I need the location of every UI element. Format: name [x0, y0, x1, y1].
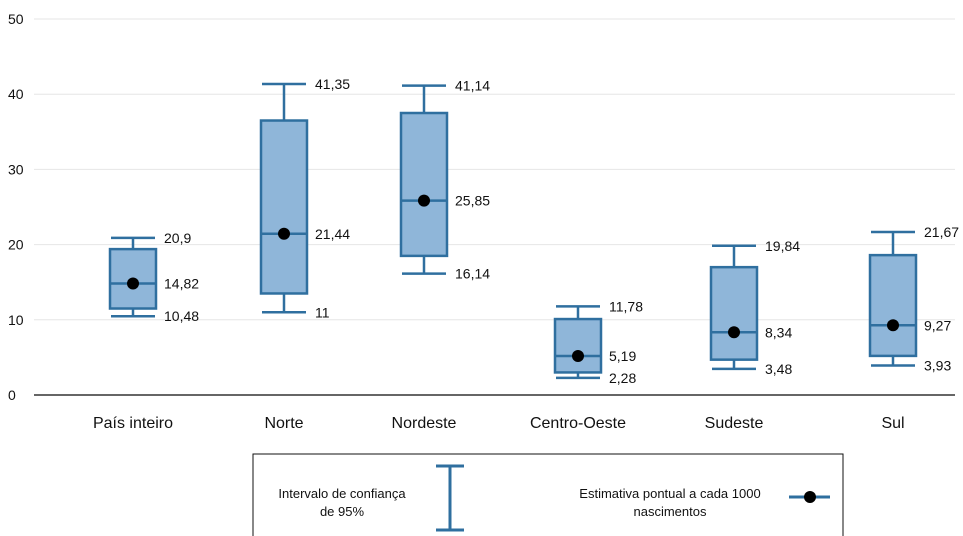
y-tick-label: 0: [8, 387, 16, 403]
legend-point-label-line1: Estimativa pontual a cada 1000: [579, 486, 760, 501]
ci-high-label: 41,35: [315, 76, 350, 92]
box-0: 20,9 14,82 10,48: [108, 230, 199, 324]
estimate-point: [887, 319, 899, 332]
ci-low-label: 2,28: [609, 370, 636, 386]
ci-high-label: 20,9: [164, 230, 191, 246]
ci-low-label: 3,48: [765, 361, 792, 377]
estimate-label: 14,82: [164, 276, 199, 292]
estimate-point: [278, 227, 290, 240]
legend-ci-label-line2: de 95%: [320, 504, 365, 519]
x-category-label: Sul: [881, 415, 904, 432]
box-4: 19,84 8,34 3,48: [709, 238, 800, 377]
estimate-label: 25,85: [455, 193, 490, 209]
ci-high-label: 41,14: [455, 78, 490, 94]
estimate-label: 8,34: [765, 324, 792, 340]
ci-high-label: 19,84: [765, 238, 800, 254]
x-category-label: Nordeste: [392, 415, 457, 432]
box-body: [399, 111, 449, 258]
ci-low-label: 10,48: [164, 308, 199, 324]
y-axis-ticks: 0 10 20 30 40 50: [8, 11, 24, 403]
box-body: [259, 119, 309, 295]
estimate-label: 5,19: [609, 348, 636, 364]
x-category-label: Sudeste: [705, 415, 764, 432]
ci-low-label: 16,14: [455, 266, 490, 282]
legend-ci-icon: [436, 464, 464, 532]
box-2: 41,14 25,85 16,14: [399, 78, 490, 282]
ci-high-label: 11,78: [609, 298, 643, 314]
legend-point-label-line2: nascimentos: [634, 504, 707, 519]
box-1: 41,35 21,44 11: [259, 76, 350, 320]
legend-point-icon: [789, 491, 830, 503]
legend-ci-label-line1: Intervalo de confiança: [278, 486, 406, 501]
grid-lines: [34, 18, 955, 321]
y-tick-label: 10: [8, 312, 24, 328]
estimate-point: [728, 326, 740, 339]
estimate-point: [127, 277, 139, 290]
x-category-label: País inteiro: [93, 415, 173, 432]
y-tick-label: 20: [8, 237, 24, 253]
x-axis-labels: País inteiro Norte Nordeste Centro-Oeste Sud…: [93, 415, 905, 432]
y-tick-label: 50: [8, 11, 24, 27]
ci-low-label: 11: [315, 304, 330, 320]
estimate-point: [572, 349, 584, 362]
ci-low-label: 3,93: [924, 357, 951, 373]
y-tick-label: 30: [8, 161, 24, 177]
y-tick-label: 40: [8, 86, 24, 102]
x-category-label: Norte: [264, 415, 303, 432]
x-category-label: Centro-Oeste: [530, 415, 626, 432]
box-body: [553, 317, 603, 374]
estimate-point: [418, 194, 430, 207]
estimate-label: 21,44: [315, 226, 350, 242]
box-3: 11,78 5,19 2,28: [553, 298, 643, 386]
legend-box: [252, 453, 844, 536]
box-body: [868, 253, 918, 358]
legend: Intervalo de confiança de 95% Estimativa…: [252, 453, 844, 536]
estimate-label: 9,27: [924, 317, 951, 333]
box-body: [709, 265, 759, 361]
ci-high-label: 21,67: [924, 224, 959, 240]
box-group: 20,9 14,82 10,48 41,35 21,44 11 41,14 25,85 16,1…: [108, 76, 959, 386]
box-5: 21,67 9,27 3,93: [868, 224, 959, 373]
